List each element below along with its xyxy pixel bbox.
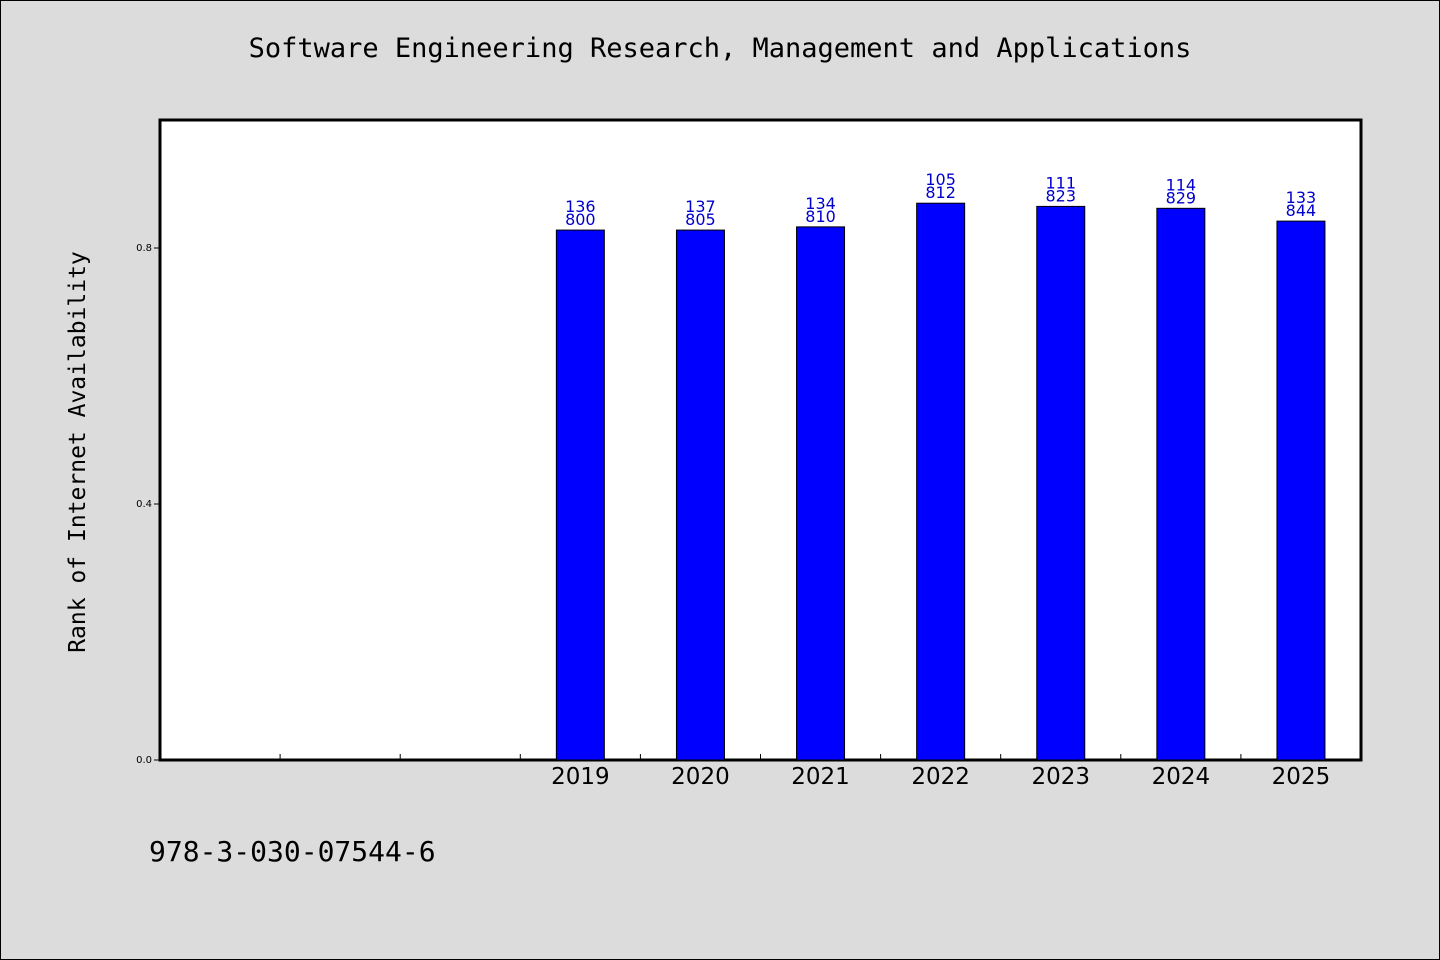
bar-label-bottom: 800 bbox=[565, 210, 596, 229]
y-tick-label: 0.4 bbox=[136, 499, 152, 510]
bar-2022 bbox=[916, 202, 966, 761]
isbn-label: 978-3-030-07544-6 bbox=[149, 835, 436, 868]
bar-label-top: 111 bbox=[1045, 173, 1076, 192]
y-tick-label: 0.0 bbox=[136, 755, 152, 766]
bar-label-top: 137 bbox=[685, 197, 716, 216]
bar-label-top: 114 bbox=[1166, 175, 1197, 194]
bar-label-top: 105 bbox=[925, 170, 956, 189]
bar-label-top: 134 bbox=[805, 194, 836, 213]
bar-label-bottom: 805 bbox=[685, 210, 716, 229]
x-tick-label: 2021 bbox=[791, 764, 850, 790]
bar-label-bottom: 810 bbox=[805, 207, 836, 226]
x-tick-label: 2025 bbox=[1272, 764, 1331, 790]
y-tick-label: 0.8 bbox=[136, 243, 152, 254]
bar-2020 bbox=[675, 229, 725, 761]
bar-label-top: 136 bbox=[565, 197, 596, 216]
bar-2023 bbox=[1036, 205, 1086, 761]
bar-2025 bbox=[1276, 220, 1326, 761]
x-tick-label: 2020 bbox=[671, 764, 730, 790]
x-tick-label: 2023 bbox=[1031, 764, 1090, 790]
bar-label-bottom: 844 bbox=[1286, 201, 1317, 220]
bar-2019 bbox=[555, 229, 605, 761]
bar-label-bottom: 823 bbox=[1045, 186, 1076, 205]
bar-label-top: 133 bbox=[1286, 188, 1317, 207]
x-tick-label: 2022 bbox=[911, 764, 970, 790]
x-tick-label: 2024 bbox=[1152, 764, 1211, 790]
bar-label-bottom: 829 bbox=[1166, 188, 1197, 207]
bar-label-bottom: 812 bbox=[925, 183, 956, 202]
bar-2021 bbox=[796, 226, 846, 761]
bar-2024 bbox=[1156, 207, 1206, 761]
chart-title: Software Engineering Research, Managemen… bbox=[248, 33, 1192, 64]
x-tick-label: 2019 bbox=[551, 764, 610, 790]
